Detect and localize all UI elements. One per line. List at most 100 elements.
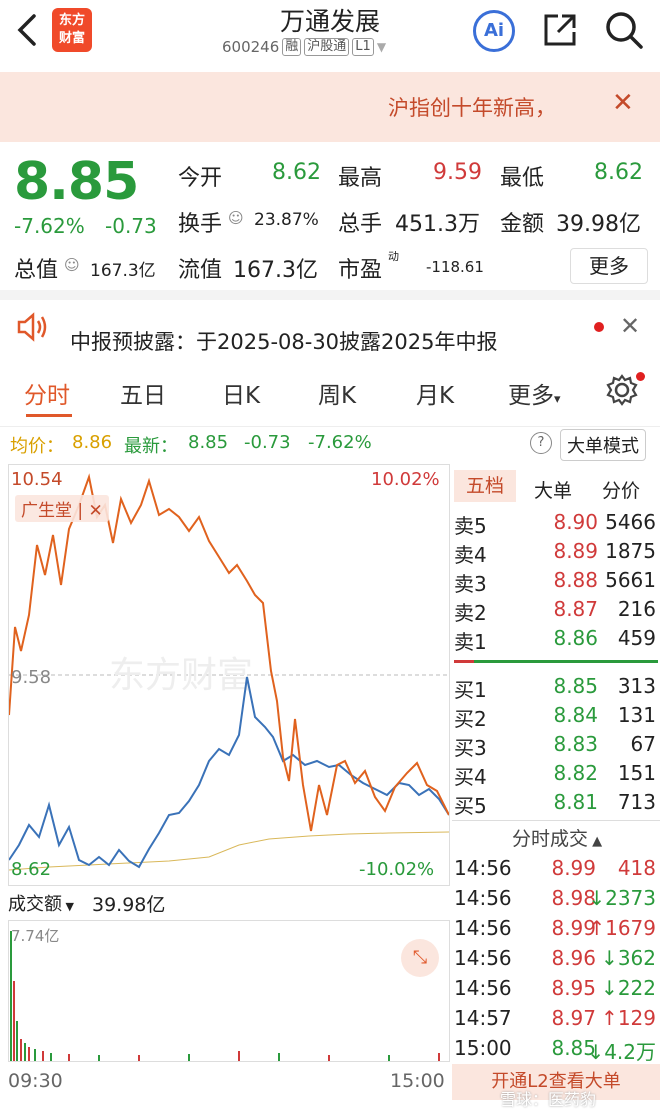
divider (452, 820, 660, 821)
tick-row: 14:56 8.96 ↓362 (454, 946, 656, 970)
bid-row[interactable]: 买2 8.84 131 (454, 703, 656, 731)
high-value: 9.59 (433, 160, 482, 185)
open-label: 今开 (178, 166, 223, 191)
back-arrow-icon[interactable] (12, 10, 42, 50)
tab-big-order[interactable]: 大单 (534, 480, 573, 502)
turnover-label: 换手 (178, 212, 223, 237)
ask-row[interactable]: 卖5 8.90 5466 (454, 510, 656, 538)
chart-watermark: 东方财富 (109, 655, 253, 696)
search-icon[interactable] (602, 8, 646, 56)
header-bar: 东方 财富 万通发展 600246 融 沪股通 L1 ▼ Ai (0, 0, 660, 70)
intraday-chart[interactable]: 东方财富 10.54 9.58 8.62 10.02% -10.02% 广生堂 … (8, 464, 450, 886)
last-value: 8.85 (188, 432, 229, 453)
help-icon[interactable]: ? (530, 432, 552, 454)
overlay-label: 广生堂 (21, 501, 72, 521)
volume-chart: 7.74亿 ⤡ (8, 920, 450, 1062)
chg-pct-value: -7.62% (308, 432, 372, 453)
float-label: 流值 (178, 258, 223, 283)
chevron-down-icon[interactable]: ▼ (376, 40, 387, 54)
chg-value: -0.73 (244, 432, 291, 453)
change-amount: -0.73 (105, 214, 157, 238)
tab-more[interactable]: 更多▾ (508, 383, 561, 409)
high-label: 最高 (338, 166, 383, 191)
ticks-title[interactable]: 分时成交 ▲ (512, 828, 603, 850)
banner-text[interactable]: 沪指创十年新高， (388, 96, 556, 120)
ask-row[interactable]: 卖2 8.87 216 (454, 597, 656, 625)
tag-level: L1 (352, 38, 374, 56)
low-label: 最低 (500, 166, 545, 191)
share-icon[interactable] (540, 10, 580, 54)
tab-weekly-k[interactable]: 周K (318, 383, 357, 409)
l2-upgrade-button[interactable]: 开通L2查看大单 (452, 1064, 660, 1100)
overlay-compare-tag[interactable]: 广生堂 | ✕ (15, 495, 109, 522)
close-icon[interactable]: ✕ (612, 88, 634, 118)
avg-label: 均价： (10, 436, 64, 457)
last-label: 最新： (124, 436, 178, 457)
ask-row[interactable]: 卖3 8.88 5661 (454, 568, 656, 596)
pe-label: 市盈 (338, 258, 383, 283)
bid-row[interactable]: 买5 8.81 713 (454, 790, 656, 818)
ask-row[interactable]: 卖1 8.86 459 (454, 626, 656, 654)
info-circle-icon[interactable]: ☺ (228, 209, 244, 227)
y-axis-top: 10.54 (11, 469, 63, 490)
tick-row: 14:56 8.99 418 (454, 856, 656, 880)
notice-text[interactable]: 中报预披露：于2025-08-30披露2025年中报 (70, 330, 498, 354)
unread-dot (594, 322, 604, 332)
tab-level5[interactable]: 五档 (454, 470, 516, 502)
time-axis-end: 15:00 (390, 1070, 445, 1092)
ask-row[interactable]: 卖4 8.89 1875 (454, 539, 656, 567)
pe-value: -118.61 (426, 258, 484, 276)
stock-code: 600246 (222, 38, 280, 56)
tag-margin: 融 (282, 38, 302, 56)
tab-price-dist[interactable]: 分价 (602, 480, 641, 502)
volume-label: 总手 (338, 212, 383, 237)
tab-daily-k[interactable]: 日K (222, 383, 261, 409)
bid-row[interactable]: 买4 8.82 151 (454, 761, 656, 789)
volume-label: 成交额 (8, 894, 62, 915)
stock-code-line: 600246 融 沪股通 L1 ▼ (222, 38, 386, 56)
tick-row: 14:57 8.97 ↑129 (454, 1006, 656, 1030)
big-order-mode-button[interactable]: 大单模式 (560, 429, 646, 461)
divider (0, 290, 660, 300)
low-value: 8.62 (594, 160, 643, 185)
pe-sup: 动 (388, 250, 399, 263)
notice-bar[interactable]: 中报预披露：于2025-08-30披露2025年中报 ✕ (0, 300, 660, 358)
expand-icon[interactable]: ⤡ (401, 939, 439, 977)
price-info-line: 均价： 8.86 最新： 8.85 -0.73 -7.62% ? 大单模式 (0, 426, 660, 461)
volume-max-label: 7.74亿 (11, 927, 60, 945)
period-tabs: 分时 五日 日K 周K 月K 更多▾ (0, 362, 660, 418)
bid-row[interactable]: 买3 8.83 67 (454, 732, 656, 760)
tab-5day[interactable]: 五日 (120, 383, 166, 409)
open-value: 8.62 (272, 160, 321, 185)
avg-value: 8.86 (72, 432, 113, 453)
volume-selector[interactable]: 成交额 ▼ (8, 894, 74, 915)
info-circle-icon[interactable]: ☺ (64, 256, 80, 274)
close-icon[interactable]: ✕ (620, 312, 641, 340)
intraday-chart-svg: 东方财富 (9, 473, 449, 871)
bid-ask-ratio-bar (454, 660, 658, 663)
y-axis-mid: 9.58 (11, 667, 52, 688)
tick-row: 14:56 8.99 ↑1679 (454, 916, 656, 940)
news-banner[interactable]: 沪指创十年新高， ✕ (0, 72, 660, 142)
amount-value: 39.98亿 (556, 212, 641, 237)
volume-bars-svg (10, 931, 440, 1061)
y-axis-bottom: 8.62 (11, 859, 52, 880)
more-button[interactable]: 更多 (570, 248, 648, 284)
change-percent: -7.62% (14, 214, 85, 238)
settings-gear-icon[interactable] (604, 372, 645, 412)
speaker-icon (16, 312, 50, 346)
last-price: 8.85 (14, 152, 139, 212)
pct-axis-bottom: -10.02% (359, 859, 435, 880)
ai-button[interactable]: Ai (473, 10, 515, 52)
tab-intraday[interactable]: 分时 (24, 383, 70, 409)
bid-row[interactable]: 买1 8.85 313 (454, 674, 656, 702)
tag-connect: 沪股通 (304, 38, 350, 56)
close-icon[interactable]: | ✕ (72, 501, 103, 521)
float-value: 167.3亿 (233, 258, 318, 283)
pct-axis-top: 10.02% (371, 469, 440, 490)
tab-monthly-k[interactable]: 月K (416, 383, 455, 409)
corner-watermark: 雪球：医药豹 (500, 1090, 597, 1109)
volume-panel: 成交额 ▼ 39.98亿 7.74亿 ⤡ (8, 890, 450, 1065)
tick-row: 14:56 8.98 ↓2373 (454, 886, 656, 910)
volume-total: 39.98亿 (92, 894, 166, 916)
